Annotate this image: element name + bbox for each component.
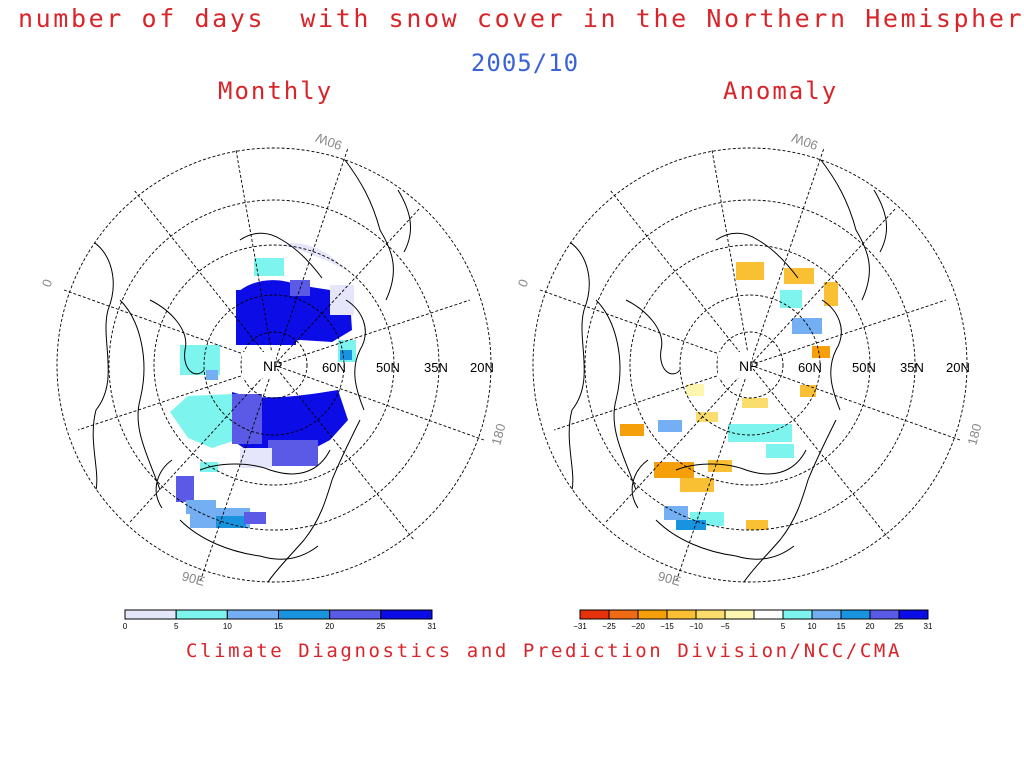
- anomaly-colorbar-swatch: [869, 609, 900, 620]
- anomaly-colorbar-tick-label: −5: [720, 622, 730, 631]
- anomaly-colorbar-swatch: [608, 609, 639, 620]
- lat-label-20n: 20N: [470, 360, 494, 375]
- lon-label-180: 180: [964, 422, 984, 447]
- lat-label-60n: 60N: [322, 360, 346, 375]
- anomaly-colorbar-swatch: [637, 609, 668, 620]
- anomaly-colorbar-tick-label: −25: [602, 622, 616, 631]
- monthly-colorbar-swatch: [329, 609, 382, 620]
- monthly-colorbar-swatch: [380, 609, 433, 620]
- monthly-colorbar: 0 5 10 15 20 25 31: [123, 609, 437, 631]
- anomaly-colorbar-swatch: [898, 609, 929, 620]
- anomaly-colorbar-swatch: [695, 609, 726, 620]
- anomaly-colorbar-tick-label: 10: [808, 622, 817, 631]
- monthly-colorbar-swatch: [226, 609, 279, 620]
- monthly-map: NP 60N 50N 35N 20N 90W 0 180 90E 0 5 10 15 2…: [39, 130, 509, 631]
- anomaly-colorbar-tick-label: 15: [837, 622, 846, 631]
- anomaly-map: NP 60N 50N 35N 20N 90W 0 180 90E −31 −25−…: [515, 130, 985, 631]
- anomaly-colorbar-swatch: [782, 609, 813, 620]
- graticule: [532, 147, 968, 583]
- anomaly-field: [620, 262, 838, 530]
- monthly-colorbar-tick-label: 15: [274, 622, 283, 631]
- lat-label-35n: 35N: [424, 360, 448, 375]
- anomaly-colorbar-tick-label: 25: [895, 622, 904, 631]
- anomaly-colorbar-tick-label: 5: [781, 622, 786, 631]
- latitude-labels: 60N 50N 35N 20N: [322, 360, 494, 375]
- latitude-labels: 60N 50N 35N 20N: [798, 360, 970, 375]
- anomaly-colorbar-tick-label: −15: [660, 622, 674, 631]
- anomaly-colorbar-swatch: [840, 609, 871, 620]
- anomaly-colorbar-swatch: [811, 609, 842, 620]
- anomaly-colorbar-tick-label: 31: [924, 622, 933, 631]
- monthly-panel-title: Monthly: [218, 77, 334, 105]
- coastlines: [565, 148, 887, 582]
- anomaly-colorbar-swatch: [753, 609, 784, 620]
- lon-label-90w: 90W: [789, 130, 820, 153]
- lat-label-50n: 50N: [852, 360, 876, 375]
- lat-label-60n: 60N: [798, 360, 822, 375]
- snow-cover-field: [170, 242, 356, 528]
- anomaly-panel-title: Anomaly: [723, 77, 839, 105]
- lon-label-0: 0: [515, 277, 532, 289]
- longitude-labels: 90W 0 180 90E: [39, 130, 509, 589]
- monthly-colorbar-tick-label: 20: [325, 622, 334, 631]
- anomaly-colorbar-tick-label: −31: [573, 622, 587, 631]
- graticule: [56, 147, 492, 583]
- pole-label: NP: [739, 358, 758, 374]
- credit-line: Climate Diagnostics and Prediction Divis…: [186, 640, 902, 662]
- lat-label-35n: 35N: [900, 360, 924, 375]
- monthly-colorbar-swatch: [175, 609, 228, 620]
- anomaly-colorbar: −31 −25 −20 −15 −10 −5 5 10 15 20 25 31: [573, 609, 933, 631]
- lon-label-180: 180: [488, 422, 508, 447]
- coastlines: [89, 148, 411, 582]
- anomaly-colorbar-swatch: [579, 609, 610, 620]
- main-title: number of days with snow cover in the No…: [18, 4, 1024, 33]
- lon-label-90w: 90W: [313, 130, 344, 153]
- anomaly-colorbar-tick-label: −10: [689, 622, 703, 631]
- monthly-colorbar-tick-label: 0: [123, 622, 128, 631]
- lat-label-50n: 50N: [376, 360, 400, 375]
- monthly-colorbar-tick-label: 5: [174, 622, 179, 631]
- anomaly-colorbar-swatch: [724, 609, 755, 620]
- lat-label-20n: 20N: [946, 360, 970, 375]
- date-subtitle: 2005/10: [470, 49, 580, 77]
- monthly-colorbar-tick-label: 25: [376, 622, 385, 631]
- monthly-colorbar-swatch: [124, 609, 177, 620]
- lon-label-90e: 90E: [180, 568, 207, 589]
- monthly-colorbar-swatch: [278, 609, 331, 620]
- lon-label-90e: 90E: [656, 568, 683, 589]
- monthly-colorbar-tick-label: 10: [223, 622, 232, 631]
- anomaly-colorbar-tick-label: 20: [866, 622, 875, 631]
- monthly-colorbar-tick-label: 31: [428, 622, 437, 631]
- lon-label-0: 0: [39, 277, 56, 289]
- anomaly-colorbar-tick-label: −20: [631, 622, 645, 631]
- pole-label: NP: [263, 358, 282, 374]
- anomaly-colorbar-swatch: [666, 609, 697, 620]
